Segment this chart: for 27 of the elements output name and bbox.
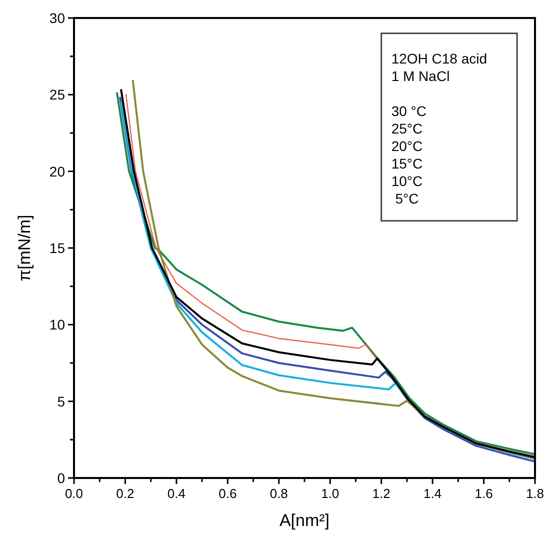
x-axis-title: A[nm²] xyxy=(279,511,330,530)
y-tick-label: 0 xyxy=(57,470,66,486)
annotation: 1 M NaCl xyxy=(391,68,450,84)
x-tick-label: 1.0 xyxy=(321,486,340,501)
annotation: 25°C xyxy=(391,120,423,136)
y-axis-title: π[mN/m] xyxy=(15,214,34,282)
x-tick-label: 0.4 xyxy=(167,486,186,501)
x-tick-label: 1.2 xyxy=(372,486,390,501)
y-tick-label: 30 xyxy=(49,10,66,26)
x-tick-label: 1.8 xyxy=(526,486,544,501)
x-tick-label: 0.2 xyxy=(116,486,134,501)
x-tick-label: 1.6 xyxy=(474,486,493,501)
x-tick-label: 0.8 xyxy=(270,486,288,501)
annotation: 5°C xyxy=(391,190,419,206)
annotation: 30 °C xyxy=(391,102,427,119)
y-tick-label: 10 xyxy=(49,316,66,333)
x-tick-label: 0.6 xyxy=(218,486,237,501)
annotation: 20°C xyxy=(391,138,423,154)
annotation: 10°C xyxy=(391,172,423,189)
y-tick-label: 20 xyxy=(49,163,66,180)
y-tick-label: 15 xyxy=(49,240,66,256)
y-tick-label: 25 xyxy=(49,86,66,103)
annotation: 15°C xyxy=(391,155,423,172)
y-tick-label: 5 xyxy=(57,393,66,410)
x-tick-label: 0.0 xyxy=(64,486,84,501)
annotation: 12OH C18 acid xyxy=(391,50,488,66)
x-tick-label: 1.4 xyxy=(424,486,442,501)
